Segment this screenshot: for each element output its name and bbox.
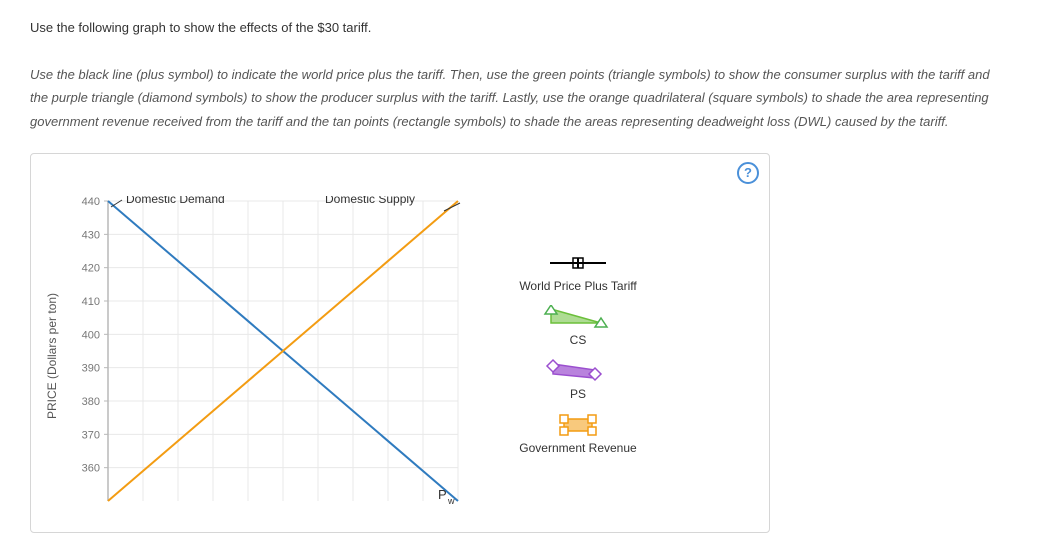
legend-item-cs[interactable]: CS bbox=[493, 305, 663, 347]
graph-panel: ? PRICE (Dollars per ton) 440 430 420 410 40… bbox=[30, 153, 770, 533]
svg-text:400: 400 bbox=[82, 330, 100, 342]
svg-text:430: 430 bbox=[82, 230, 100, 242]
legend-label: World Price Plus Tariff bbox=[493, 279, 663, 293]
legend: World Price Plus Tariff CS PS bbox=[493, 251, 663, 467]
legend-item-ps[interactable]: PS bbox=[493, 359, 663, 401]
svg-text:440: 440 bbox=[82, 196, 100, 208]
help-button[interactable]: ? bbox=[737, 162, 759, 184]
legend-label: CS bbox=[493, 333, 663, 347]
diamond-area-icon bbox=[493, 359, 663, 383]
svg-text:370: 370 bbox=[82, 430, 100, 442]
chart-plot[interactable]: 440 430 420 410 400 390 380 370 360 Domestic Dema… bbox=[63, 196, 483, 516]
svg-text:420: 420 bbox=[82, 263, 100, 275]
legend-item-world-price-tariff[interactable]: World Price Plus Tariff bbox=[493, 251, 663, 293]
triangle-area-icon bbox=[493, 305, 663, 329]
svg-text:P: P bbox=[438, 487, 447, 502]
svg-text:360: 360 bbox=[82, 463, 100, 475]
svg-text:390: 390 bbox=[82, 363, 100, 375]
plus-line-icon bbox=[493, 251, 663, 275]
legend-item-gov-rev[interactable]: Government Revenue bbox=[493, 413, 663, 455]
svg-text:Domestic Supply: Domestic Supply bbox=[325, 196, 415, 206]
svg-text:380: 380 bbox=[82, 396, 100, 408]
svg-text:Domestic Demand: Domestic Demand bbox=[126, 196, 225, 206]
graph-area: PRICE (Dollars per ton) 440 430 420 410 400 3… bbox=[31, 166, 769, 516]
y-axis-label: PRICE (Dollars per ton) bbox=[41, 196, 63, 516]
legend-label: PS bbox=[493, 387, 663, 401]
instructions-text: Use the black line (plus symbol) to indi… bbox=[30, 63, 990, 133]
page-heading: Use the following graph to show the effe… bbox=[30, 20, 1007, 35]
svg-text:410: 410 bbox=[82, 296, 100, 308]
svg-text:w: w bbox=[447, 496, 455, 506]
legend-label: Government Revenue bbox=[493, 441, 663, 455]
square-area-icon bbox=[493, 413, 663, 437]
